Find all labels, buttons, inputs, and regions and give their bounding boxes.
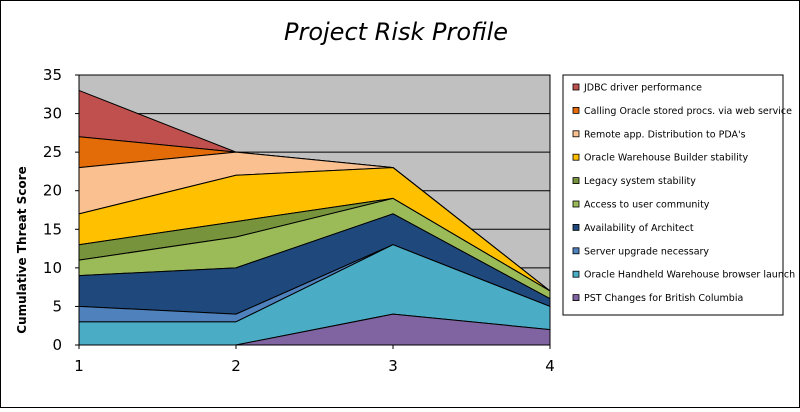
legend-item: Remote app. Distribution to PDA's [572,129,746,140]
y-tick-label: 20 [43,182,62,200]
legend-label: Server upgrade necessary [584,246,709,257]
x-tick-label: 4 [545,357,555,375]
legend-label: Availability of Architect [584,223,694,234]
legend-swatch [572,83,580,91]
legend-label: Oracle Warehouse Builder stability [584,153,749,164]
legend-item: JDBC driver performance [572,83,702,94]
x-tick-label: 3 [388,357,398,375]
y-tick-label: 35 [43,66,62,84]
plot-border [78,74,551,346]
legend-swatch [572,200,580,208]
axes: 0 5 10 15 20 25 30 35 1 2 3 4 [43,66,555,375]
x-tick-label: 2 [231,357,241,375]
legend-item: PST Changes for British Columbia [572,293,743,304]
legend-label: JDBC driver performance [583,83,702,94]
legend-label: Calling Oracle stored procs. via web ser… [584,106,792,117]
y-tick-label: 25 [43,143,62,161]
legend-item: Availability of Architect [572,223,694,234]
y-tick-label: 5 [52,297,62,315]
legend-swatch [572,177,580,185]
legend-label: Legacy system stability [584,176,696,187]
legend-item: Oracle Warehouse Builder stability [572,153,749,164]
legend-box [562,74,784,316]
legend-label: Remote app. Distribution to PDA's [584,129,746,140]
legend-swatch [572,247,580,255]
legend-swatch [572,130,580,138]
legend-item: Server upgrade necessary [572,246,709,257]
legend-swatch [572,294,580,302]
y-tick-label: 10 [43,259,62,277]
legend-swatch [572,270,580,278]
legend-item: Oracle Handheld Warehouse browser launch [572,270,795,281]
y-axis-label: Cumulative Threat Score [15,166,29,333]
legend-swatch [572,153,580,161]
legend-swatch [572,107,580,114]
x-tick-label: 1 [74,357,84,375]
legend-label: Oracle Handheld Warehouse browser launch [584,270,795,281]
legend-swatch [572,223,580,231]
legend-item: Legacy system stability [572,176,696,187]
plot-area [78,74,551,346]
legend-item: Access to user community [572,200,710,211]
y-tick-label: 15 [43,220,62,238]
legend-item: Calling Oracle stored procs. via web ser… [572,106,792,117]
legend-label: Access to user community [584,200,710,211]
y-tick-label: 30 [43,105,62,123]
y-tick-label: 0 [52,336,62,354]
legend-label: PST Changes for British Columbia [584,293,743,304]
legend: JDBC driver performance Calling Oracle st… [562,74,795,316]
chart-title: Project Risk Profile [284,18,508,46]
